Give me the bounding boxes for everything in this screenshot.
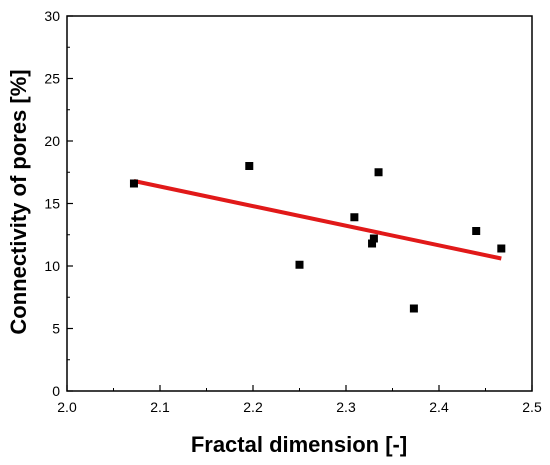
y-tick-label: 30 bbox=[44, 8, 60, 24]
fit-line bbox=[133, 179, 502, 261]
y-tick-label: 10 bbox=[44, 258, 60, 274]
data-point bbox=[369, 234, 378, 243]
y-tick-label: 15 bbox=[44, 196, 60, 212]
data-point bbox=[472, 227, 481, 235]
x-tick-label: 2.3 bbox=[336, 399, 356, 415]
x-tick-label: 2.0 bbox=[57, 399, 77, 415]
x-tick-label: 2.4 bbox=[429, 399, 449, 415]
y-tick-label: 20 bbox=[44, 133, 60, 149]
data-point bbox=[368, 239, 377, 248]
data-point bbox=[245, 162, 254, 170]
plot-area: 2.0 2.1 2.2 2.3 2.4 2.5 0 5 10 15 20 25 30 bbox=[44, 8, 542, 415]
x-tick-label: 2.5 bbox=[522, 399, 542, 415]
x-axis-title: Fractal dimension [-] bbox=[191, 432, 407, 457]
data-point bbox=[374, 168, 383, 177]
y-tick-label: 0 bbox=[52, 383, 60, 399]
x-tick-label: 2.1 bbox=[150, 399, 170, 415]
data-point bbox=[350, 213, 359, 222]
data-point bbox=[129, 179, 138, 188]
data-point bbox=[295, 260, 304, 269]
y-tick-label: 5 bbox=[52, 321, 60, 337]
x-tick-label: 2.2 bbox=[243, 399, 263, 415]
y-tick-label: 25 bbox=[44, 71, 60, 87]
data-point bbox=[497, 244, 506, 253]
data-point bbox=[409, 304, 418, 313]
y-axis-title: Connectivity of pores [%] bbox=[6, 69, 31, 334]
